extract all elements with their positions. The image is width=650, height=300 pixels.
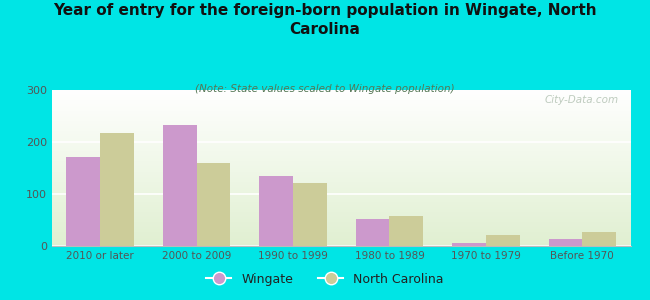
Text: City-Data.com: City-Data.com: [545, 95, 619, 105]
Text: (Note: State values scaled to Wingate population): (Note: State values scaled to Wingate po…: [195, 84, 455, 94]
Bar: [293, 183, 327, 246]
Bar: [582, 232, 616, 246]
Bar: [100, 133, 134, 246]
Legend: Wingate, North Carolina: Wingate, North Carolina: [202, 268, 448, 291]
Bar: [549, 239, 582, 246]
Bar: [66, 157, 100, 246]
Bar: [163, 125, 196, 246]
Bar: [356, 219, 389, 246]
Bar: [196, 163, 230, 246]
Text: Year of entry for the foreign-born population in Wingate, North
Carolina: Year of entry for the foreign-born popul…: [53, 3, 597, 37]
Bar: [486, 235, 519, 246]
Bar: [259, 176, 293, 246]
Bar: [452, 243, 486, 246]
Bar: [389, 216, 423, 246]
